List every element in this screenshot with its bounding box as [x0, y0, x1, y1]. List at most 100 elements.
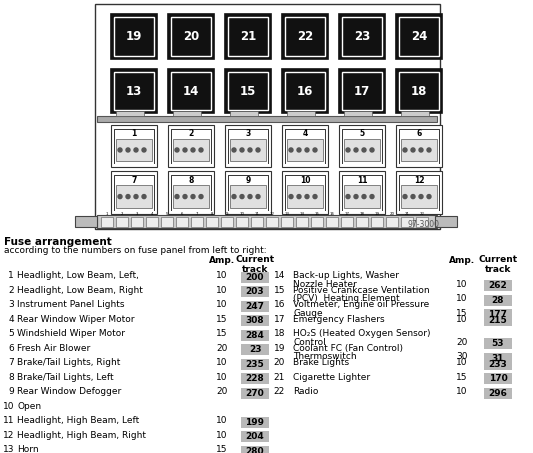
- Circle shape: [248, 148, 252, 152]
- Text: 20: 20: [456, 337, 467, 347]
- Bar: [168, 125, 214, 167]
- Text: Brake/Tail Lights, Right: Brake/Tail Lights, Right: [17, 358, 120, 367]
- Text: 12: 12: [414, 176, 424, 185]
- Text: 1: 1: [106, 212, 108, 216]
- Bar: [176, 217, 188, 227]
- Text: 30: 30: [456, 352, 468, 361]
- Circle shape: [191, 194, 195, 198]
- Text: 12: 12: [269, 212, 274, 216]
- Text: 15: 15: [216, 329, 228, 338]
- Bar: [116, 217, 128, 227]
- Text: Fuse arrangement: Fuse arrangement: [4, 237, 112, 247]
- Text: 2: 2: [9, 285, 14, 294]
- Text: 23: 23: [249, 345, 261, 354]
- Text: Cigarette Lighter: Cigarette Lighter: [293, 372, 370, 381]
- Text: 11: 11: [357, 176, 367, 185]
- Circle shape: [240, 148, 244, 152]
- Bar: [371, 217, 383, 227]
- Text: 13: 13: [126, 85, 142, 98]
- Text: Coolant FC (Fan Control): Coolant FC (Fan Control): [293, 343, 403, 352]
- Circle shape: [175, 148, 179, 152]
- Circle shape: [134, 148, 138, 152]
- Bar: [401, 139, 437, 161]
- Text: Open: Open: [17, 401, 41, 410]
- Bar: [241, 431, 269, 442]
- Bar: [116, 139, 152, 161]
- Bar: [282, 125, 328, 167]
- Bar: [339, 171, 385, 214]
- Text: 10: 10: [216, 285, 228, 294]
- Bar: [168, 69, 214, 114]
- Text: 199: 199: [246, 418, 264, 427]
- Bar: [241, 300, 269, 312]
- Text: 15: 15: [216, 314, 228, 323]
- Text: Fresh Air Blower: Fresh Air Blower: [17, 343, 90, 352]
- Text: 19: 19: [273, 343, 285, 352]
- Bar: [221, 217, 233, 227]
- Circle shape: [362, 148, 366, 152]
- Text: Current
track: Current track: [479, 255, 518, 275]
- Bar: [344, 111, 372, 116]
- Text: 10: 10: [300, 176, 310, 185]
- Text: 28: 28: [492, 295, 504, 304]
- Text: 10: 10: [216, 416, 228, 425]
- Bar: [241, 286, 269, 297]
- Text: 22: 22: [419, 212, 424, 216]
- Text: according to the numbers on fuse panel from left to right:: according to the numbers on fuse panel f…: [4, 246, 266, 255]
- Text: 23: 23: [354, 30, 370, 43]
- Circle shape: [354, 148, 358, 152]
- Text: Amp.: Amp.: [209, 256, 235, 265]
- Text: 235: 235: [246, 360, 264, 368]
- Text: Amp.: Amp.: [449, 256, 475, 265]
- Bar: [168, 14, 214, 59]
- Text: 14: 14: [273, 271, 285, 280]
- Text: 15: 15: [314, 212, 319, 216]
- Bar: [342, 17, 382, 56]
- Circle shape: [427, 148, 431, 152]
- Text: 8: 8: [211, 212, 213, 216]
- Text: Headlight, High Beam, Right: Headlight, High Beam, Right: [17, 430, 146, 439]
- Bar: [101, 217, 112, 227]
- Text: 8: 8: [8, 372, 14, 381]
- Text: 17: 17: [344, 212, 349, 216]
- Text: 18: 18: [273, 329, 285, 338]
- Text: Horn: Horn: [17, 445, 38, 453]
- Text: 21: 21: [240, 30, 256, 43]
- Bar: [111, 69, 157, 114]
- Text: 5: 5: [166, 212, 168, 216]
- Text: Headlight, Low Beam, Left,: Headlight, Low Beam, Left,: [17, 271, 139, 280]
- Text: 6: 6: [8, 343, 14, 352]
- Bar: [206, 217, 217, 227]
- Bar: [114, 72, 154, 111]
- Text: 284: 284: [246, 331, 264, 339]
- Text: 16: 16: [273, 300, 285, 309]
- Circle shape: [175, 194, 179, 198]
- Bar: [339, 69, 385, 114]
- Bar: [225, 125, 271, 167]
- Text: 14: 14: [183, 85, 199, 98]
- Bar: [111, 14, 157, 59]
- Circle shape: [118, 148, 122, 152]
- Bar: [401, 111, 429, 116]
- Bar: [435, 216, 457, 227]
- Text: 10: 10: [216, 372, 228, 381]
- Circle shape: [297, 148, 301, 152]
- Bar: [386, 217, 398, 227]
- Text: 262: 262: [489, 281, 507, 290]
- Text: 10: 10: [216, 358, 228, 367]
- Circle shape: [240, 194, 244, 198]
- Circle shape: [289, 194, 293, 198]
- Bar: [95, 4, 440, 229]
- Bar: [484, 309, 512, 320]
- Text: 17: 17: [273, 314, 285, 323]
- Bar: [251, 217, 263, 227]
- Text: 53: 53: [492, 339, 504, 348]
- Circle shape: [419, 148, 423, 152]
- Circle shape: [313, 194, 317, 198]
- Text: Headlight, High Beam, Left: Headlight, High Beam, Left: [17, 416, 139, 425]
- Text: 15: 15: [273, 285, 285, 294]
- Text: Radio: Radio: [293, 387, 318, 396]
- Text: 20: 20: [183, 30, 199, 43]
- Text: 10: 10: [216, 430, 228, 439]
- Text: 10: 10: [456, 314, 468, 323]
